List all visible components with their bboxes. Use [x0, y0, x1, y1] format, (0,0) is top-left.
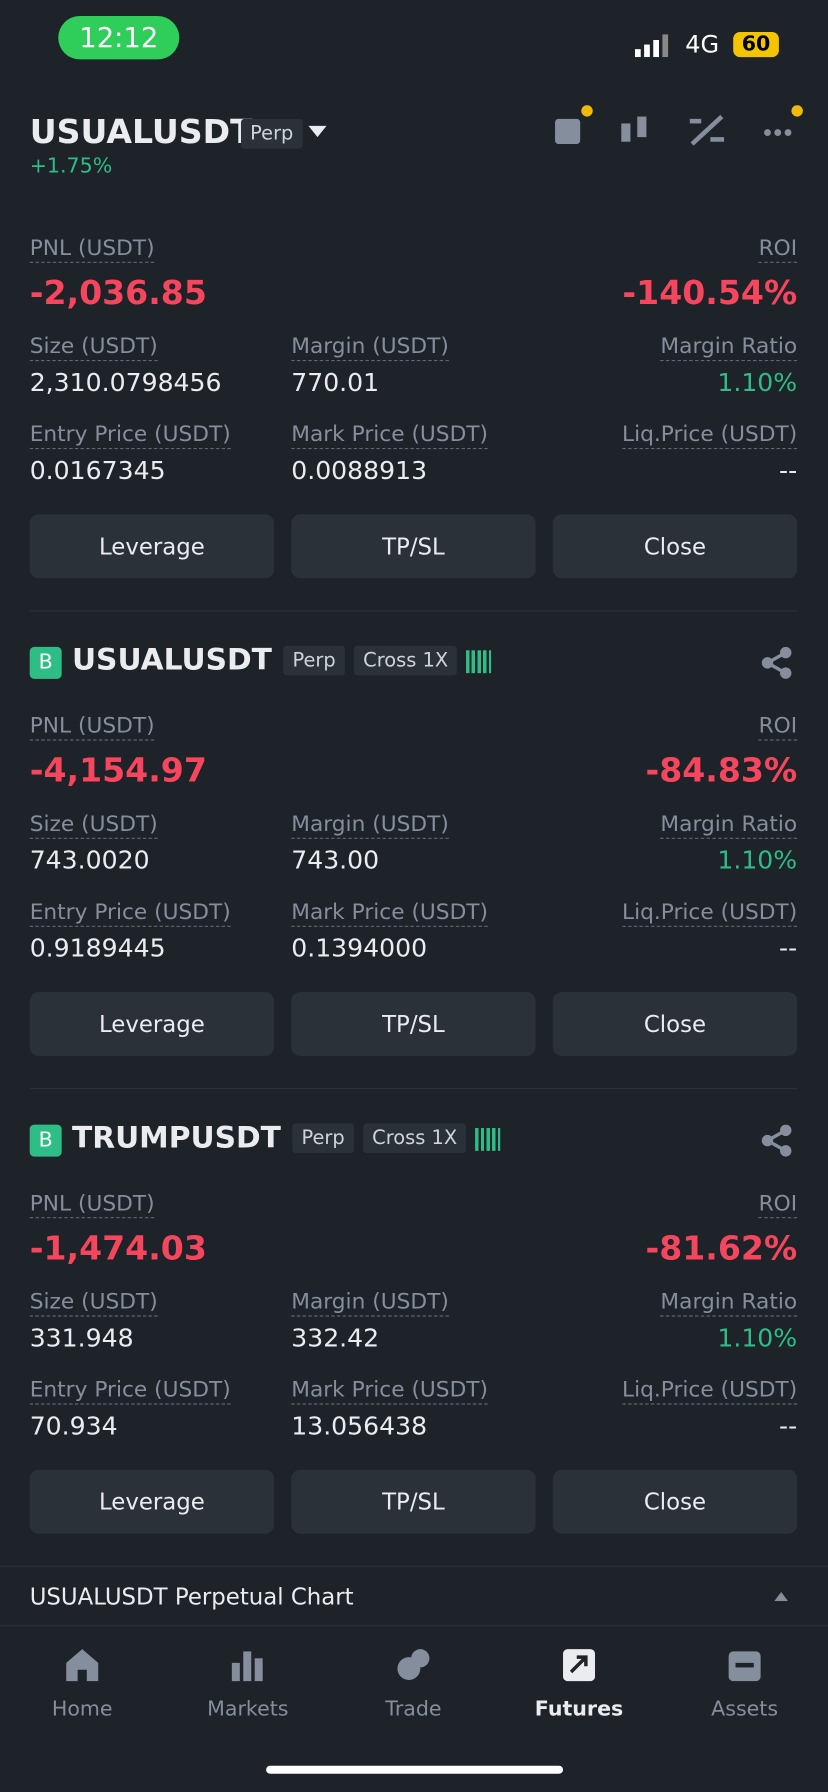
nav-label[interactable]: Markets	[207, 1697, 289, 1722]
action-button[interactable]: Leverage	[29, 991, 275, 1056]
field-value: 770.01	[291, 369, 380, 398]
position-symbol: USUALUSDT	[71, 643, 272, 678]
field-value: 331.948	[29, 1324, 134, 1354]
action-button[interactable]: TP/SL	[291, 991, 536, 1056]
share-icon[interactable]	[761, 646, 793, 679]
field-value: 0.1394000	[291, 934, 428, 964]
field-value: 0.0167345	[29, 457, 166, 486]
nav-label[interactable]: Futures	[534, 1697, 624, 1722]
nav-icon[interactable]	[395, 1647, 432, 1684]
collapse-icon	[774, 1591, 789, 1602]
position-tag: Perp	[283, 645, 345, 676]
action-button[interactable]: TP/SL	[291, 1469, 536, 1534]
nav-icon[interactable]	[561, 1647, 598, 1684]
field-value: --	[779, 1412, 798, 1442]
field-value: --	[779, 934, 798, 964]
nav-icon[interactable]	[64, 1647, 101, 1684]
field-value: 70.934	[29, 1412, 118, 1442]
field-label: ROI	[758, 1190, 798, 1219]
chart-bar-label: USUALUSDT Perpetual Chart	[29, 1582, 354, 1611]
nav-icon[interactable]	[230, 1647, 267, 1684]
field-value: 13.056438	[291, 1412, 428, 1442]
position-tag: Perp	[292, 1123, 354, 1154]
side-badge: B	[29, 1124, 62, 1157]
price-change: +1.75%	[29, 154, 113, 179]
field-label: Mark Price (USDT)	[291, 1376, 489, 1405]
field-label: ROI	[758, 712, 798, 741]
nav-label[interactable]: Trade	[385, 1697, 442, 1722]
leverage-bars	[475, 1127, 501, 1151]
pnl-value: -4,154.97	[29, 750, 207, 790]
app-header: 12:12 4G 60 USUALUSDT Perp +1.75%	[0, 0, 828, 183]
field-label: Margin (USDT)	[291, 1288, 449, 1317]
field-value: 743.00	[291, 846, 380, 876]
position-tag: Cross 1X	[354, 645, 458, 676]
field-value: 1.10%	[717, 846, 798, 876]
field-label: Margin (USDT)	[291, 333, 449, 362]
field-label: Entry Price (USDT)	[29, 898, 231, 927]
field-label: Margin Ratio	[660, 810, 798, 839]
field-label: PNL (USDT)	[29, 1190, 155, 1219]
action-button[interactable]: TP/SL	[291, 514, 536, 579]
field-label: PNL (USDT)	[29, 712, 155, 741]
nav-icon[interactable]	[726, 1647, 763, 1684]
separator	[29, 610, 798, 612]
share-icon[interactable]	[761, 1124, 793, 1157]
nav-label[interactable]: Assets	[711, 1697, 779, 1722]
field-label: Liq.Price (USDT)	[621, 421, 798, 450]
header-icons[interactable]	[550, 105, 813, 151]
field-label: Size (USDT)	[29, 1288, 158, 1317]
field-label: Liq.Price (USDT)	[621, 898, 798, 927]
pnl-value: -140.54%	[622, 273, 798, 312]
field-label: Entry Price (USDT)	[29, 1376, 231, 1405]
dropdown-icon[interactable]	[308, 125, 327, 140]
action-button[interactable]: Close	[552, 991, 798, 1056]
field-value: 1.10%	[717, 1324, 798, 1354]
field-value: 0.0088913	[291, 457, 428, 486]
field-label: PNL (USDT)	[29, 234, 155, 263]
field-value: 0.9189445	[29, 934, 166, 964]
pnl-value: -84.83%	[645, 750, 798, 790]
home-indicator	[266, 1765, 564, 1774]
pnl-value: -81.62%	[645, 1228, 798, 1268]
nav-label[interactable]: Home	[51, 1697, 113, 1722]
separator	[29, 1087, 798, 1090]
field-value: 2,310.0798456	[29, 369, 222, 398]
field-label: Size (USDT)	[29, 810, 158, 839]
field-label: ROI	[758, 234, 798, 263]
field-label: Margin (USDT)	[291, 810, 449, 839]
position-tag: Cross 1X	[362, 1123, 467, 1154]
perp-tag: Perp	[240, 118, 303, 149]
field-value: --	[779, 457, 798, 486]
field-value: 743.0020	[29, 846, 150, 876]
field-value: 332.42	[291, 1324, 380, 1354]
field-label: Mark Price (USDT)	[291, 421, 489, 450]
pnl-value: -1,474.03	[29, 1228, 207, 1268]
field-label: Mark Price (USDT)	[291, 898, 489, 927]
symbol[interactable]: USUALUSDT	[29, 111, 253, 151]
field-label: Size (USDT)	[29, 333, 158, 362]
battery: 60	[733, 31, 779, 58]
action-button[interactable]: Close	[552, 1469, 798, 1534]
action-button[interactable]: Leverage	[29, 514, 275, 579]
action-button[interactable]: Close	[552, 514, 798, 579]
field-label: Entry Price (USDT)	[29, 421, 231, 450]
field-value: 1.10%	[717, 369, 798, 398]
field-label: Margin Ratio	[660, 333, 798, 362]
leverage-bars	[466, 650, 492, 674]
bottom-nav: Home Markets Trade Futures Assets	[0, 1625, 828, 1792]
pnl-value: -2,036.85	[29, 273, 207, 312]
side-badge: B	[29, 646, 62, 679]
time-pill: 12:12	[58, 15, 180, 60]
position-symbol: TRUMPUSDT	[71, 1121, 281, 1156]
signal-icon	[634, 34, 669, 58]
chart-bar[interactable]: USUALUSDT Perpetual Chart	[0, 1565, 828, 1627]
network: 4G	[685, 30, 720, 59]
action-button[interactable]: Leverage	[29, 1469, 275, 1534]
field-label: Liq.Price (USDT)	[621, 1376, 798, 1405]
field-label: Margin Ratio	[660, 1288, 798, 1317]
